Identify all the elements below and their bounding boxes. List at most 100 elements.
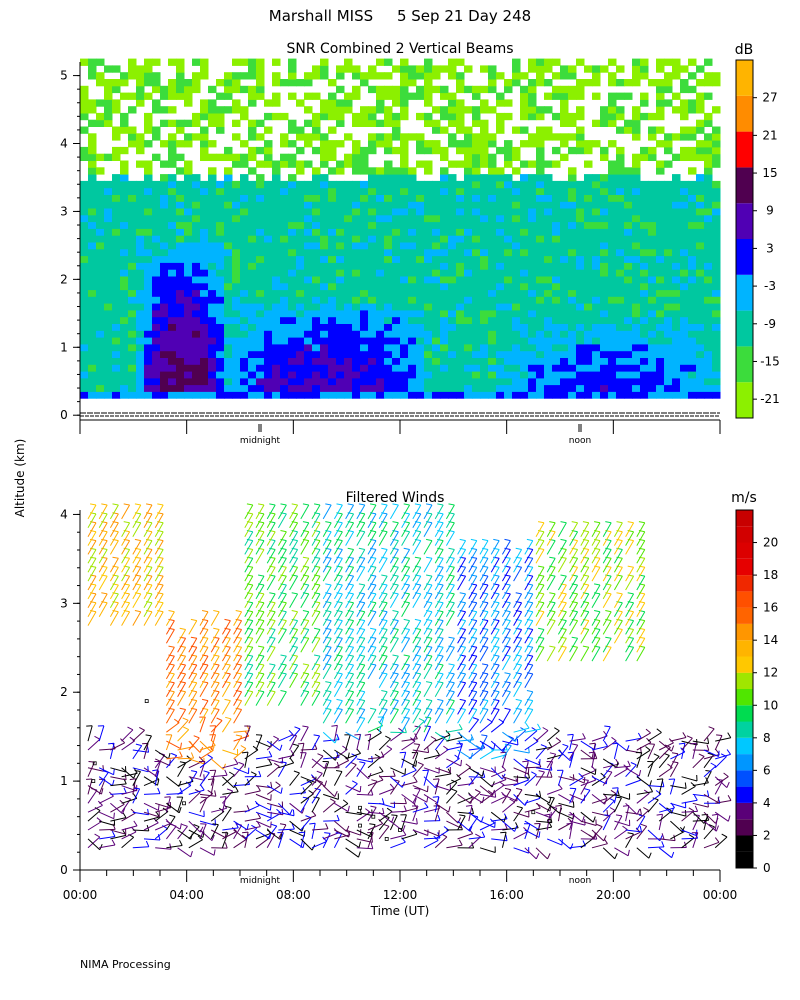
snr-cell — [320, 146, 329, 155]
snr-cell — [144, 180, 153, 189]
wind-barb — [345, 522, 355, 537]
snr-cell — [696, 119, 705, 127]
wind-barb — [345, 584, 355, 600]
snr-cell — [624, 194, 633, 202]
snr-cell — [360, 384, 369, 392]
snr-cell — [80, 180, 89, 189]
snr-cell — [328, 248, 337, 257]
snr-cell — [240, 377, 249, 386]
snr-cell — [208, 289, 217, 297]
snr-cell — [504, 180, 513, 189]
snr-cell — [616, 296, 625, 304]
wind-barb — [367, 611, 377, 626]
wind-barb — [244, 602, 254, 617]
wind-barb — [255, 575, 265, 591]
snr-cell — [376, 214, 385, 223]
snr-cell — [88, 364, 97, 372]
snr-cell — [360, 201, 369, 209]
snr-cell — [88, 350, 97, 358]
snr-cell — [616, 371, 625, 379]
snr-cell — [256, 174, 265, 182]
snr-cell — [288, 180, 297, 189]
snr-cell — [712, 133, 721, 141]
snr-cell — [560, 343, 569, 352]
wind-barb — [300, 838, 313, 851]
snr-y-tick-label: 4 — [60, 137, 68, 151]
snr-cell — [672, 296, 681, 304]
snr-cell — [136, 133, 145, 141]
wind-barb — [154, 593, 164, 609]
snr-cell — [440, 391, 449, 399]
snr-cell — [576, 58, 585, 66]
snr-marker-label: midnight — [240, 436, 281, 446]
snr-cell — [168, 323, 177, 331]
wind-barb-flag — [193, 735, 200, 739]
wind-barb — [378, 549, 388, 564]
snr-cell — [688, 377, 697, 386]
snr-cell — [456, 282, 465, 291]
snr-cell — [136, 255, 145, 263]
snr-cell — [416, 316, 425, 324]
snr-cell — [528, 235, 537, 243]
snr-cell — [80, 371, 89, 379]
wind-barb — [154, 811, 169, 822]
snr-cell — [304, 214, 313, 223]
snr-cell — [520, 228, 529, 236]
snr-cell — [264, 276, 273, 284]
snr-cell — [208, 187, 217, 195]
snr-cell — [704, 296, 713, 304]
snr-cell — [296, 282, 305, 291]
snr-cell — [712, 391, 721, 399]
snr-cell — [192, 235, 201, 243]
wind-barb — [289, 629, 299, 644]
snr-cell — [408, 180, 417, 189]
wind-barb — [367, 593, 377, 609]
snr-cell — [568, 357, 577, 365]
wind-barb — [255, 664, 265, 680]
snr-cell — [272, 337, 281, 345]
snr-cell — [248, 221, 257, 229]
snr-cell — [392, 364, 401, 372]
snr-cell — [464, 214, 473, 223]
snr-cell — [504, 337, 513, 345]
wind-barb — [266, 602, 276, 617]
snr-cell — [456, 112, 465, 121]
snr-cell — [296, 255, 305, 263]
snr-cell — [584, 214, 593, 223]
wind-barb — [188, 789, 205, 795]
snr-cell — [144, 65, 153, 73]
snr-cell — [176, 364, 185, 372]
snr-cell — [472, 323, 481, 331]
snr-cell — [320, 296, 329, 304]
snr-cell — [400, 269, 409, 277]
snr-cell — [160, 282, 169, 291]
wind-barb — [367, 732, 382, 742]
snr-cell — [680, 309, 689, 318]
wind-barb-flag — [146, 503, 153, 506]
snr-cell — [704, 208, 713, 216]
snr-cell — [696, 384, 705, 392]
snr-cell — [88, 72, 97, 80]
wind-barb — [289, 646, 299, 662]
snr-cell — [320, 316, 329, 324]
snr-cell — [440, 357, 449, 365]
snr-cell — [472, 140, 481, 148]
snr-colorbar-swatch — [736, 131, 753, 168]
wind-barb — [322, 549, 332, 564]
snr-cell — [296, 289, 305, 297]
snr-cell — [208, 343, 217, 352]
wind-barb — [121, 836, 135, 849]
snr-cell — [688, 99, 697, 107]
snr-cell — [320, 248, 329, 257]
snr-cell — [328, 92, 337, 100]
snr-cell — [496, 99, 505, 107]
snr-cell — [216, 153, 225, 161]
snr-cell — [456, 235, 465, 243]
snr-cell — [600, 371, 609, 379]
snr-cell — [200, 303, 209, 311]
wind-barb — [266, 531, 276, 546]
snr-cell — [440, 350, 449, 358]
wind-barb-flag — [213, 610, 220, 613]
snr-cell — [464, 262, 473, 270]
snr-cell — [336, 160, 345, 168]
